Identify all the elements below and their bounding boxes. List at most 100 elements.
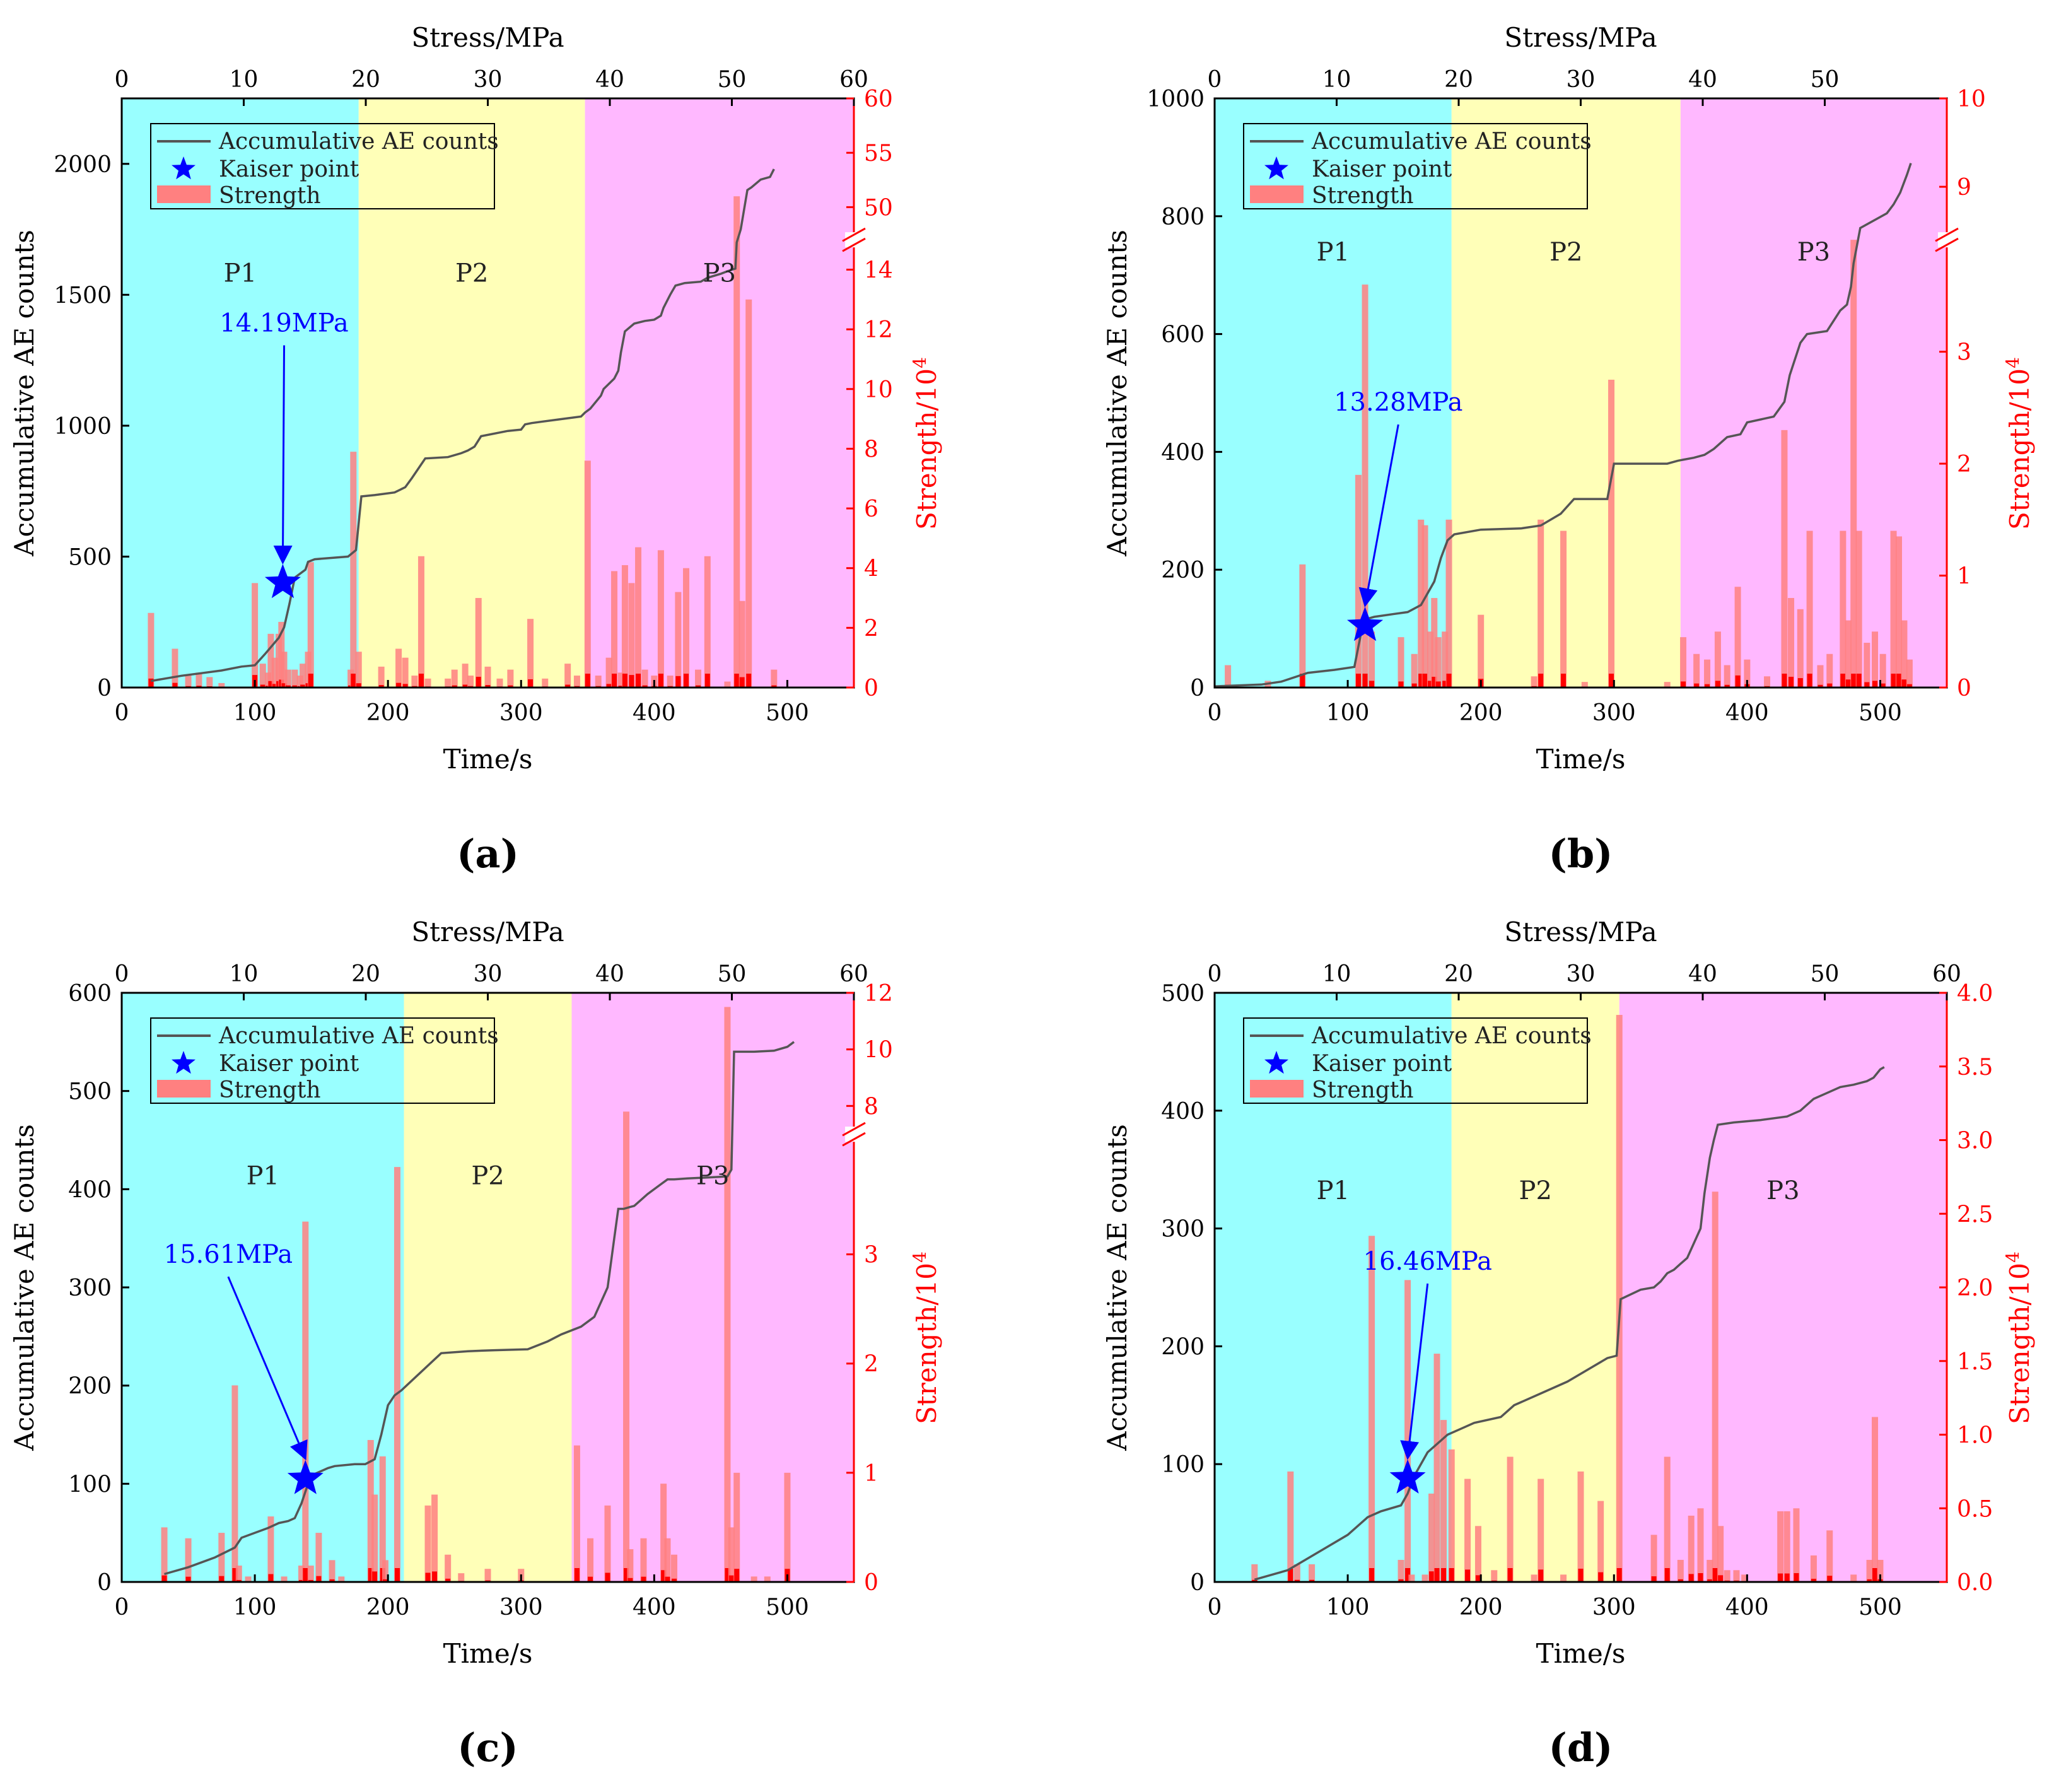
strength-bar <box>1355 474 1362 688</box>
strength-bar-base <box>1782 674 1787 688</box>
phase-region-p3 <box>1619 993 1947 1582</box>
strength-bar <box>627 1549 634 1582</box>
accumulative-ae-line <box>151 168 775 682</box>
right-y-axis-title-base: Strength/10 <box>911 1263 942 1424</box>
strength-bar <box>784 1472 791 1582</box>
strength-bar-base <box>292 685 298 688</box>
strength-bar-base <box>739 677 745 688</box>
strength-bar <box>1368 1236 1375 1582</box>
strength-bar-base <box>528 679 534 688</box>
y-tick-label: 400 <box>68 1177 112 1203</box>
strength-bar-base <box>1449 1568 1454 1582</box>
legend-star-icon <box>172 156 195 180</box>
strength-bar <box>1538 1479 1544 1582</box>
top-x-tick-label: 20 <box>1444 961 1473 987</box>
strength-bar <box>302 1221 309 1582</box>
strength-bar-base <box>665 1576 670 1582</box>
phase-label-p3: P3 <box>1797 238 1830 267</box>
strength-bar <box>1850 240 1857 688</box>
x-tick-label: 0 <box>115 700 129 726</box>
strength-bar <box>355 652 362 688</box>
strength-bar <box>1734 587 1741 688</box>
right-y-tick-label: 1.5 <box>1957 1349 1993 1375</box>
strength-bar-base <box>272 684 277 688</box>
legend-label-bar: Strength <box>219 1077 321 1103</box>
strength-bar-base <box>1355 674 1361 688</box>
right-y-tick-label: 2 <box>864 1352 878 1378</box>
strength-bar-base <box>268 1574 274 1582</box>
right-y-tick-label: 0 <box>864 676 878 701</box>
strength-bar-base <box>402 684 408 688</box>
strength-bar <box>1531 1574 1538 1582</box>
strength-bar-base <box>1715 681 1720 688</box>
strength-bar <box>315 1533 322 1582</box>
x-tick-label: 300 <box>1592 1595 1636 1620</box>
strength-bar <box>379 1456 386 1582</box>
strength-bar <box>467 676 474 688</box>
strength-bar <box>1251 1564 1258 1582</box>
strength-bar-base <box>1827 683 1833 688</box>
phase-label-p1: P1 <box>1317 238 1350 267</box>
strength-bar-base <box>658 674 663 688</box>
right-y-tick-label: 0 <box>1957 676 1971 701</box>
strength-bar-base <box>704 674 710 688</box>
x-tick-label: 500 <box>766 1595 809 1620</box>
y-tick-label: 2000 <box>54 152 112 178</box>
legend-star-icon <box>1264 1051 1288 1074</box>
y-tick-label: 600 <box>1161 322 1205 348</box>
strength-bar <box>1421 525 1428 688</box>
strength-bar-base <box>236 1579 242 1582</box>
right-y-axis-title-base: Strength/10 <box>2004 368 2035 530</box>
strength-bar-base <box>1405 1568 1411 1582</box>
strength-bar-base <box>1694 683 1700 688</box>
phase-region-p2 <box>404 993 572 1582</box>
strength-bar-base <box>1827 1576 1833 1582</box>
y-tick-label: 0 <box>1190 1570 1205 1596</box>
strength-bar <box>1840 530 1847 688</box>
strength-bar <box>1879 653 1886 688</box>
strength-bar <box>1608 379 1615 688</box>
strength-bar <box>605 657 612 688</box>
strength-bar <box>1741 1574 1748 1582</box>
strength-bar <box>671 1554 678 1582</box>
right-y-tick-label: 60 <box>864 86 893 112</box>
strength-bar-base <box>1681 681 1686 688</box>
strength-bar <box>733 1472 740 1582</box>
strength-bar <box>1427 631 1433 688</box>
y-tick-label: 400 <box>1161 1099 1205 1125</box>
strength-bar <box>564 664 571 688</box>
strength-bar <box>1560 1574 1567 1582</box>
strength-bar <box>1704 659 1711 688</box>
strength-bar <box>1677 1559 1684 1582</box>
strength-bar-base <box>1712 1568 1718 1582</box>
strength-bar-base <box>1896 674 1902 688</box>
strength-bar <box>604 1505 611 1582</box>
strength-bar <box>1404 1280 1411 1582</box>
strength-bar <box>1817 665 1824 688</box>
right-y-tick-label: 10 <box>864 1038 893 1063</box>
strength-bar <box>724 681 731 688</box>
legend-star-icon <box>1264 156 1288 180</box>
strength-bar <box>738 600 745 688</box>
strength-bar <box>350 452 357 688</box>
strength-bar <box>458 1573 465 1582</box>
legend-label-line: Accumulative AE counts <box>218 1023 499 1049</box>
strength-bar <box>1538 519 1544 688</box>
strength-bar <box>1431 598 1438 688</box>
right-y-tick-label: 3.0 <box>1957 1128 1993 1154</box>
strength-bar-base <box>606 684 612 688</box>
strength-bar <box>1850 1574 1857 1582</box>
strength-bar-base <box>382 1579 388 1582</box>
strength-bar <box>231 1385 238 1582</box>
strength-bar-base <box>298 1579 304 1582</box>
right-y-tick-label: 2 <box>864 616 878 641</box>
strength-bar <box>259 664 266 688</box>
strength-bar <box>411 676 418 688</box>
top-x-tick-label: 60 <box>839 67 868 93</box>
top-x-tick-label: 40 <box>595 67 624 93</box>
x-tick-label: 300 <box>499 1595 543 1620</box>
strength-bar-base <box>1705 684 1710 688</box>
strength-bar-base <box>1561 674 1567 688</box>
x-axis-title: Time/s <box>1536 744 1626 775</box>
